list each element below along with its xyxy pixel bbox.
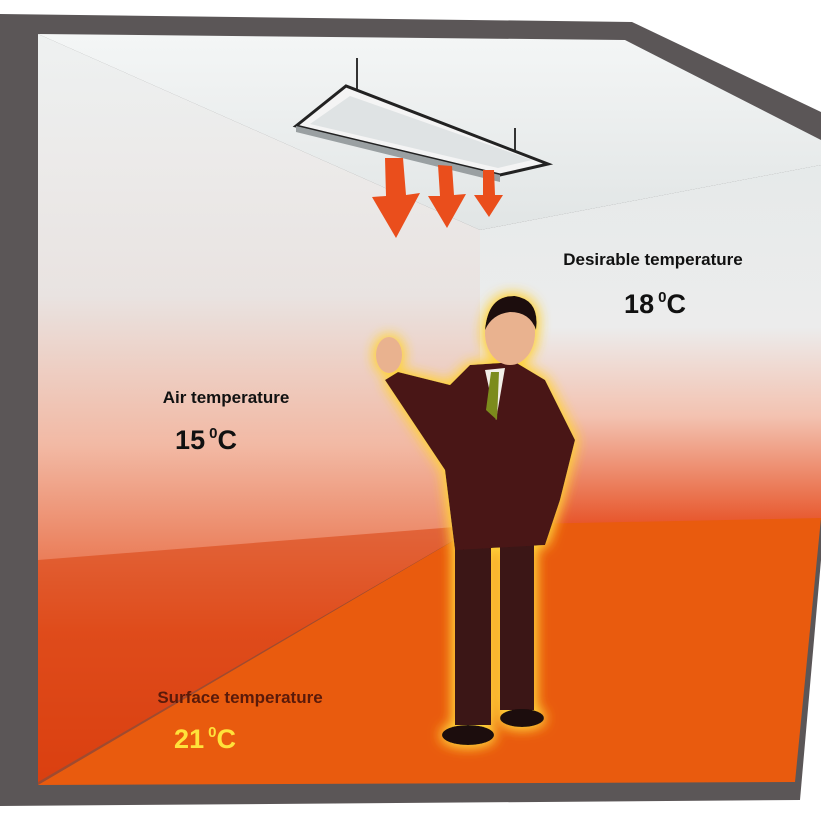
reading-label: Surface temperature xyxy=(157,688,322,707)
unit: C xyxy=(216,724,236,754)
superscript: 0 xyxy=(209,425,217,442)
superscript: 0 xyxy=(208,724,216,741)
value: 21 xyxy=(174,724,204,754)
unit: C xyxy=(217,425,237,455)
reading-label: Desirable temperature xyxy=(563,250,743,269)
unit: C xyxy=(666,289,686,319)
value: 15 xyxy=(175,425,205,455)
value: 18 xyxy=(624,289,654,319)
superscript: 0 xyxy=(658,289,666,306)
illustration: Desirable temperature 180C Air temperatu… xyxy=(0,0,821,820)
reading-label: Air temperature xyxy=(163,388,290,407)
